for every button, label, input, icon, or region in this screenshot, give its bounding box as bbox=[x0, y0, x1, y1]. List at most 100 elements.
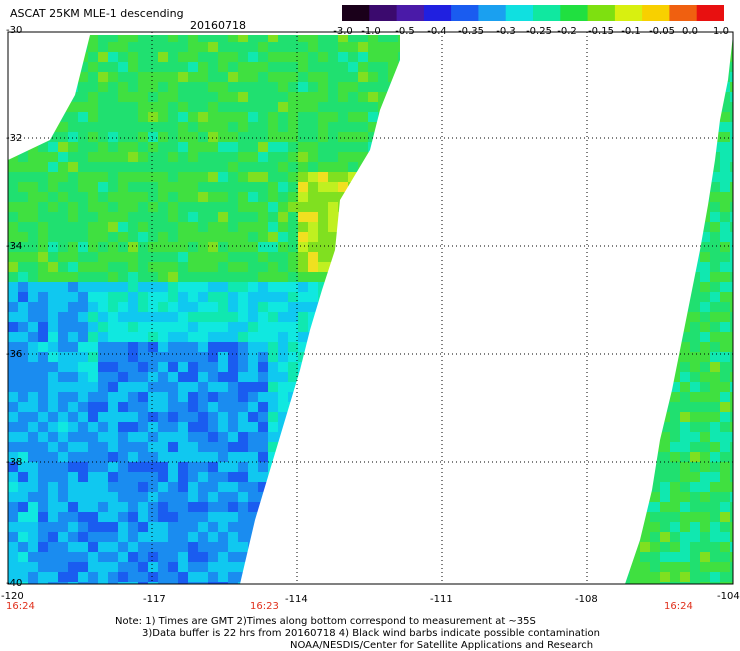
swath-pixel bbox=[670, 292, 680, 302]
swath-pixel bbox=[178, 192, 188, 202]
swath-pixel bbox=[650, 322, 660, 332]
swath-pixel bbox=[298, 372, 308, 382]
swath-pixel bbox=[680, 482, 690, 492]
swath-pixel bbox=[278, 42, 288, 52]
swath-pixel bbox=[630, 322, 640, 332]
swath-pixel bbox=[278, 252, 288, 262]
swath-pixel bbox=[28, 292, 38, 302]
swath-pixel bbox=[88, 252, 98, 262]
swath-pixel bbox=[328, 402, 338, 412]
swath-pixel bbox=[148, 462, 158, 472]
swath-pixel bbox=[118, 342, 128, 352]
swath-pixel bbox=[690, 172, 700, 182]
swath-pixel bbox=[198, 52, 208, 62]
swath-pixel bbox=[238, 302, 248, 312]
swath-pixel bbox=[720, 502, 730, 512]
swath-pixel bbox=[338, 252, 348, 262]
swath-pixel bbox=[158, 512, 168, 522]
swath-pixel bbox=[218, 532, 228, 542]
swath-pixel bbox=[8, 302, 18, 312]
swath-pixel bbox=[228, 552, 238, 562]
swath-pixel bbox=[38, 552, 48, 562]
swath-pixel bbox=[28, 122, 38, 132]
swath-pixel bbox=[268, 422, 278, 432]
swath-pixel bbox=[18, 382, 28, 392]
swath-pixel bbox=[158, 142, 168, 152]
swath-pixel bbox=[378, 472, 388, 482]
swath-pixel bbox=[148, 302, 158, 312]
swath-pixel bbox=[68, 452, 78, 462]
swath-pixel bbox=[328, 242, 338, 252]
swath-pixel bbox=[720, 552, 730, 562]
swath-pixel bbox=[700, 82, 710, 92]
swath-pixel bbox=[228, 242, 238, 252]
swath-pixel bbox=[625, 35, 630, 42]
swath-pixel bbox=[58, 532, 68, 542]
swath-pixel bbox=[198, 282, 208, 292]
swath-pixel bbox=[660, 192, 670, 202]
swath-pixel bbox=[318, 332, 328, 342]
swath-pixel bbox=[18, 102, 28, 112]
swath-pixel bbox=[308, 532, 318, 542]
swath-pixel bbox=[178, 92, 188, 102]
swath-pixel bbox=[328, 372, 338, 382]
swath-pixel bbox=[28, 142, 38, 152]
swath-pixel bbox=[680, 462, 690, 472]
swath-pixel bbox=[218, 62, 228, 72]
swath-pixel bbox=[28, 422, 38, 432]
swath-pixel bbox=[710, 482, 720, 492]
swath-pixel bbox=[298, 52, 308, 62]
swath-pixel bbox=[650, 52, 660, 62]
swath-pixel bbox=[188, 532, 198, 542]
swath-pixel bbox=[28, 502, 38, 512]
swath-pixel bbox=[98, 42, 108, 52]
swath-pixel bbox=[88, 102, 98, 112]
swath-pixel bbox=[358, 572, 368, 582]
swath-pixel bbox=[660, 62, 670, 72]
swath-pixel bbox=[228, 102, 238, 112]
swath-pixel bbox=[28, 532, 38, 542]
swath-pixel bbox=[308, 522, 318, 532]
swath-pixel bbox=[720, 402, 730, 412]
swath-pixel bbox=[218, 382, 228, 392]
swath-pixel bbox=[690, 52, 700, 62]
swath-pixel bbox=[228, 282, 238, 292]
swath-pixel bbox=[238, 62, 248, 72]
swath-pixel bbox=[108, 62, 118, 72]
swath-pixel bbox=[248, 62, 258, 72]
swath-pixel bbox=[630, 362, 640, 372]
swath-pixel bbox=[218, 182, 228, 192]
swath-pixel bbox=[138, 402, 148, 412]
swath-pixel bbox=[700, 392, 710, 402]
swath-pixel bbox=[108, 402, 118, 412]
swath-pixel bbox=[278, 202, 288, 212]
swath-pixel bbox=[78, 292, 88, 302]
swath-pixel bbox=[148, 192, 158, 202]
swath-pixel bbox=[108, 142, 118, 152]
swath-pixel bbox=[48, 452, 58, 462]
swath-pixel bbox=[8, 562, 18, 572]
swath-pixel bbox=[278, 92, 288, 102]
swath-pixel bbox=[238, 242, 248, 252]
swath-pixel bbox=[640, 572, 650, 582]
swath-pixel bbox=[358, 122, 368, 132]
swath-pixel bbox=[278, 212, 288, 222]
swath-pixel bbox=[730, 422, 733, 432]
swath-pixel bbox=[228, 35, 238, 42]
swath-pixel bbox=[158, 102, 168, 112]
swath-pixel bbox=[248, 92, 258, 102]
swath-pixel bbox=[68, 562, 78, 572]
swath-pixel bbox=[168, 572, 178, 582]
swath-pixel bbox=[108, 272, 118, 282]
swath-pixel bbox=[168, 482, 178, 492]
swath-pixel bbox=[68, 92, 78, 102]
swath-pixel bbox=[48, 492, 58, 502]
swath-pixel bbox=[38, 272, 48, 282]
swath-pixel bbox=[710, 332, 720, 342]
swath-pixel bbox=[378, 122, 388, 132]
swath-pixel bbox=[198, 342, 208, 352]
swath-pixel bbox=[710, 112, 720, 122]
swath-pixel bbox=[98, 242, 108, 252]
swath-pixel bbox=[38, 35, 48, 42]
swath-pixel bbox=[368, 462, 378, 472]
